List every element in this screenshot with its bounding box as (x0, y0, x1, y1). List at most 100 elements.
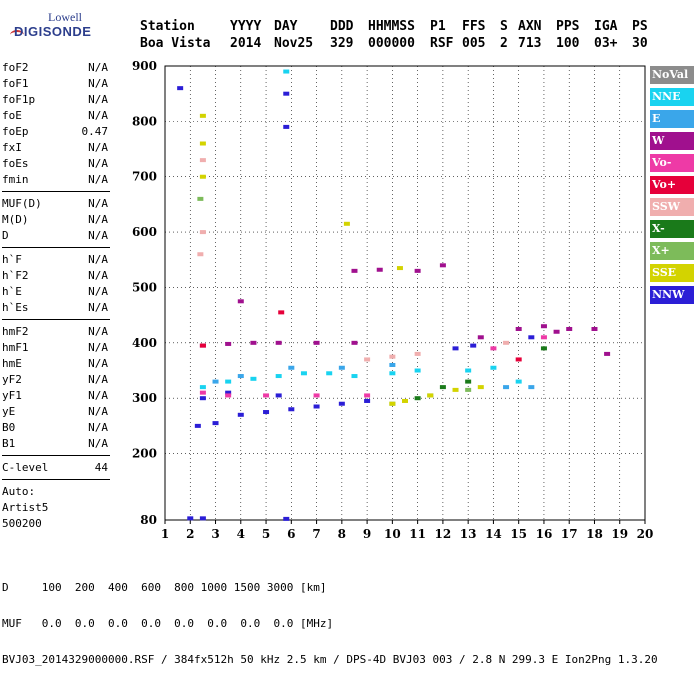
header-label-9: PPS (556, 19, 580, 34)
x-tick-label: 9 (363, 527, 371, 541)
param-name: B1 (2, 437, 16, 450)
data-point-nne (300, 371, 307, 376)
header-value-2: Nov25 (274, 36, 314, 51)
footer-distance-row: D 100 200 400 600 800 1000 1500 3000 [km… (2, 581, 327, 594)
param-value: N/A (88, 93, 108, 106)
header-label-2: DAY (274, 19, 298, 34)
data-point-nnw (225, 390, 232, 395)
param-hf2: h`F2 N/A (2, 268, 110, 284)
param-yf2: yF2 N/A (2, 372, 110, 388)
param-hmf1: hmF1 N/A (2, 340, 110, 356)
header-value-1: 2014 (230, 36, 262, 51)
header-label-4: HHMMSS (368, 19, 415, 34)
data-point-nnw (313, 404, 320, 409)
footer-muf-row: MUF 0.0 0.0 0.0 0.0 0.0 0.0 0.0 0.0 [MHz… (2, 617, 334, 630)
param-divider (2, 247, 110, 248)
param-fof2: foF2 N/A (2, 60, 110, 76)
data-point-nne (250, 376, 257, 381)
param-name: M(D) (2, 213, 29, 226)
param-value: N/A (88, 389, 108, 402)
y-tick-label: 300 (132, 391, 157, 405)
param-name: yF2 (2, 373, 22, 386)
data-point-sse (427, 393, 434, 398)
header-label-7: S (500, 19, 508, 34)
param-name: yE (2, 405, 16, 418)
data-point-w (540, 324, 547, 329)
data-point-x (465, 379, 472, 384)
x-tick-label: 6 (287, 527, 295, 541)
data-point-ssw (503, 340, 510, 345)
header-value-4: 000000 (368, 36, 415, 51)
data-point-nnw (275, 393, 282, 398)
data-point-ssw (197, 252, 204, 257)
legend-x: X+ (650, 242, 694, 260)
data-point-e (237, 374, 244, 379)
header-label-5: P1 (430, 19, 446, 34)
y-tick-label: 400 (132, 336, 157, 350)
param-he: h`E N/A (2, 284, 110, 300)
autoscale-line-1: Artist5 (2, 501, 49, 514)
y-tick-label: 600 (132, 225, 157, 239)
param-value: N/A (88, 61, 108, 74)
x-tick-label: 17 (561, 527, 578, 541)
param-name: foE (2, 109, 22, 122)
direction-legend: NoVal NNE E W Vo- Vo+ SSW X- X+ SSE NNW (650, 66, 694, 308)
header-value-6: 005 (462, 36, 486, 51)
x-tick-label: 18 (586, 527, 603, 541)
header-value-3: 329 (330, 36, 354, 51)
x-tick-label: 14 (485, 527, 502, 541)
param-hf: h`F N/A (2, 252, 110, 268)
data-point-vo (540, 335, 547, 340)
x-tick-label: 3 (211, 527, 219, 541)
data-point-nne (389, 371, 396, 376)
param-mufd: MUF(D) N/A (2, 196, 110, 212)
param-fxi: fxI N/A (2, 140, 110, 156)
data-point-e (212, 379, 219, 384)
data-point-e (528, 385, 535, 390)
param-md: M(D) N/A (2, 212, 110, 228)
data-point-nnw (528, 335, 535, 340)
station-header: Station YYYY DAY DDD HHMMSS P1 FFS S AXN PPS IGA PS… (140, 18, 662, 52)
param-d: D N/A (2, 228, 110, 244)
header-values-row: Boa Vista 2014 Nov25 329 000000 RSF 005 2 713 100… (140, 35, 662, 52)
param-name: B0 (2, 421, 16, 434)
param-value: N/A (88, 229, 108, 242)
y-tick-label: 700 (132, 170, 157, 184)
x-tick-label: 7 (312, 527, 320, 541)
param-divider (2, 479, 110, 480)
logo-arc-icon (10, 30, 24, 40)
param-ye: yE N/A (2, 404, 110, 420)
param-divider (2, 319, 110, 320)
x-tick-label: 19 (611, 527, 628, 541)
header-value-0: Boa Vista (140, 36, 211, 51)
header-label-11: PS (632, 19, 648, 34)
legend-ssw: SSW (650, 198, 694, 216)
param-name: h`F2 (2, 269, 29, 282)
param-foes: foEs N/A (2, 156, 110, 172)
header-value-5: RSF (430, 36, 454, 51)
data-point-sse (477, 385, 484, 390)
param-name: fxI (2, 141, 22, 154)
param-value: N/A (88, 269, 108, 282)
param-name: yF1 (2, 389, 22, 402)
param-value: N/A (88, 357, 108, 370)
data-point-nnw (470, 343, 477, 348)
data-point-x (439, 385, 446, 390)
data-point-sse (343, 221, 350, 226)
param-value: N/A (88, 141, 108, 154)
header-label-3: DDD (330, 19, 354, 34)
data-point-w (225, 341, 232, 346)
param-hme: hmE N/A (2, 356, 110, 372)
param-name: h`Es (2, 301, 29, 314)
data-point-sse (396, 266, 403, 271)
data-point-nnw (283, 124, 290, 129)
param-name: h`E (2, 285, 22, 298)
data-point-ssw (389, 354, 396, 359)
param-value: N/A (88, 437, 108, 450)
data-point-nne (351, 374, 358, 379)
y-tick-label: 800 (132, 114, 157, 128)
data-point-e (338, 365, 345, 370)
data-point-nnw (283, 516, 290, 521)
data-point-nne (283, 69, 290, 74)
data-point-e (389, 362, 396, 367)
